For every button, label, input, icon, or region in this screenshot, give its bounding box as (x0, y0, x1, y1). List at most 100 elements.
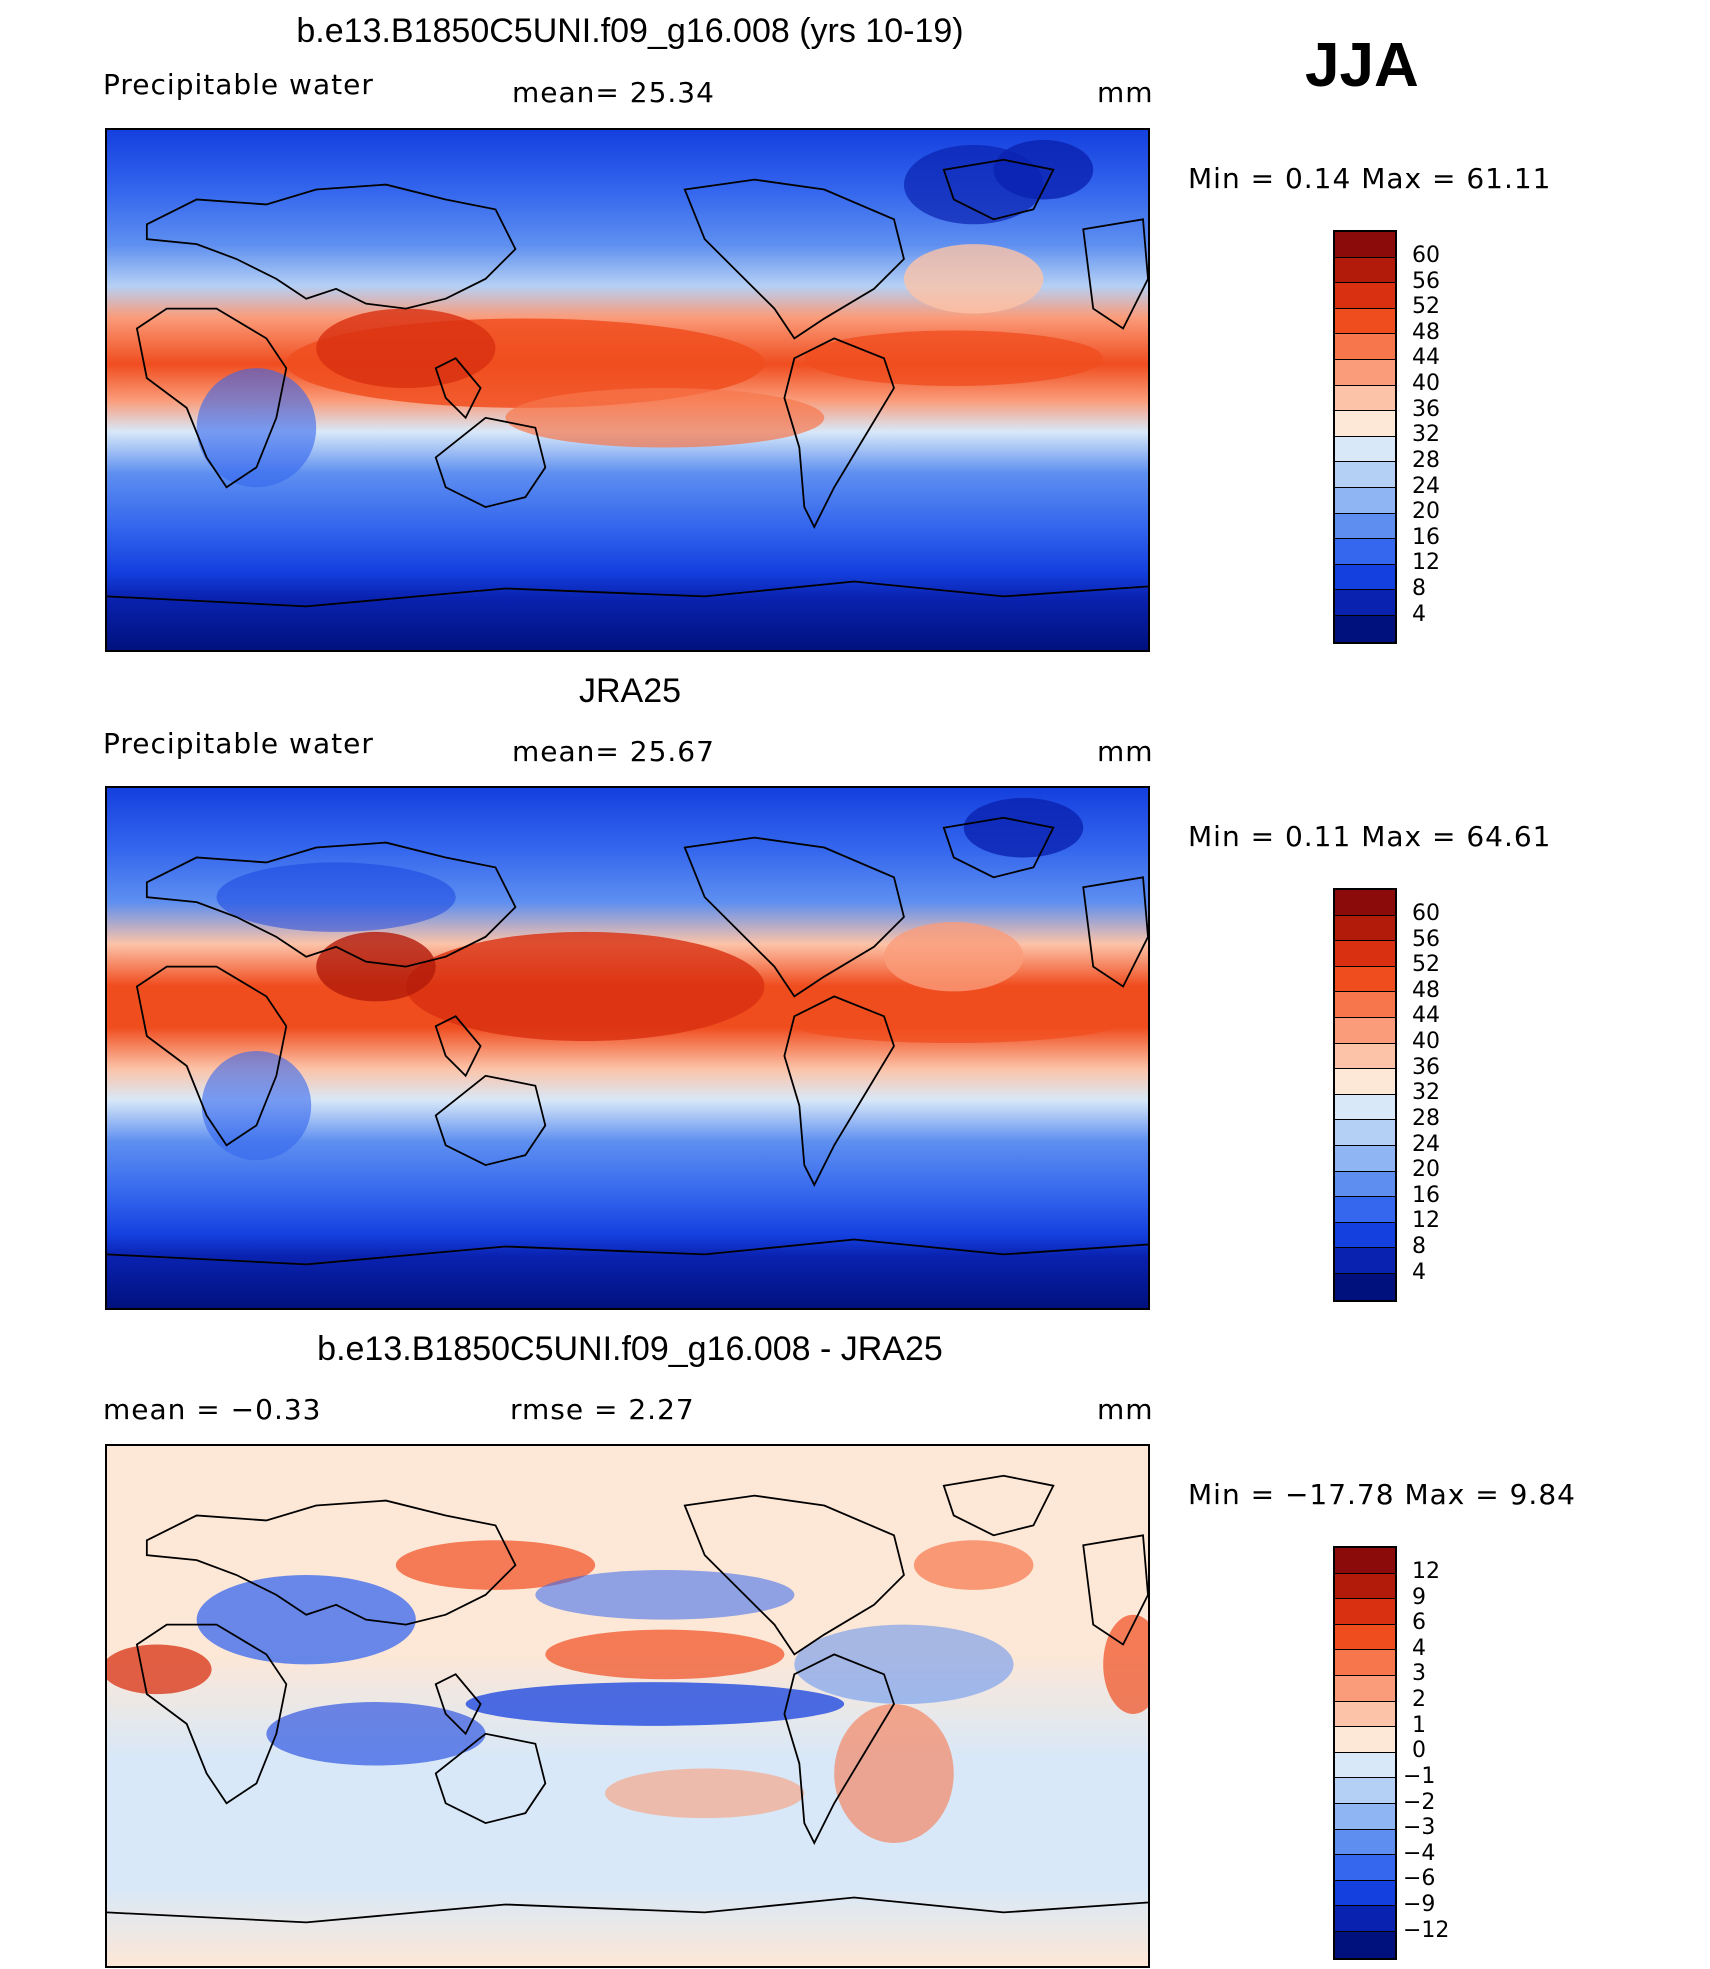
panel-2-colorbar-swatch (1335, 1171, 1395, 1198)
panel-1-colorbar-swatch (1335, 564, 1395, 591)
panel-2-colorbar-swatch (1335, 1120, 1395, 1146)
panel-1-colorbar-tick: 36 (1412, 397, 1440, 422)
panel-2-colorbar-tick: 8 (1412, 1234, 1426, 1259)
panel-1-colorbar-tick: 32 (1412, 422, 1440, 447)
panel-2-colorbar-swatch (1335, 1069, 1395, 1095)
panel-3-colorbar-tick: 4 (1412, 1636, 1426, 1661)
panel-2-colorbar-tick: 16 (1412, 1183, 1440, 1208)
panel-3-colorbar-tick: 6 (1412, 1610, 1426, 1635)
panel-3-colorbar (1333, 1546, 1397, 1960)
panel-1-colorbar-swatch (1335, 334, 1395, 360)
panel-2-colorbar-tick: 52 (1412, 952, 1440, 977)
panel-2-colorbar-swatch (1335, 1197, 1395, 1223)
panel-3-map-svg (107, 1446, 1148, 1966)
panel-1-mean-label: mean= 25.34 (512, 76, 715, 109)
panel-3-minmax: Min = −17.78 Max = 9.84 (1188, 1478, 1576, 1511)
panel-2-colorbar-tick: 40 (1412, 1029, 1440, 1054)
panel-3-colorbar-swatch (1335, 1548, 1395, 1574)
panel-3-colorbar-swatch (1335, 1701, 1395, 1728)
panel-3-units: mm (1097, 1393, 1154, 1426)
panel-2-colorbar-swatch (1335, 1248, 1395, 1274)
panel-1-colorbar-swatch (1335, 436, 1395, 463)
panel-1-colorbar-tick: 28 (1412, 448, 1440, 473)
panel-1-colorbar-swatch (1335, 385, 1395, 412)
panel-3-colorbar-swatch (1335, 1880, 1395, 1907)
panel-3-colorbar-swatch (1335, 1829, 1395, 1856)
panel-1-colorbar-tick: 56 (1412, 269, 1440, 294)
panel-3-colorbar-tick: 2 (1412, 1687, 1426, 1712)
panel-3-colorbar-swatch (1335, 1650, 1395, 1676)
panel-3-colorbar-swatch (1335, 1599, 1395, 1625)
season-label: JJA (1305, 31, 1419, 100)
panel-1-colorbar-swatch (1335, 257, 1395, 284)
panel-2-units: mm (1097, 735, 1154, 768)
panel-3-colorbar-tick: 0 (1412, 1738, 1426, 1763)
panel-3-colorbar-tick: −1 (1403, 1764, 1436, 1789)
panel-2-variable-label: Precipitable water (103, 727, 374, 760)
panel-3-colorbar-tick: −3 (1403, 1815, 1436, 1840)
panel-2-colorbar-tick: 24 (1412, 1132, 1440, 1157)
panel-3-colorbar-tick: 9 (1412, 1585, 1426, 1610)
panel-1-map (105, 128, 1150, 652)
panel-2-colorbar-tick: 44 (1412, 1003, 1440, 1028)
panel-3-colorbar-swatch (1335, 1624, 1395, 1651)
panel-3-colorbar-tick: −9 (1403, 1892, 1436, 1917)
panel-2-colorbar-tick: 12 (1412, 1208, 1440, 1233)
panel-3-colorbar-tick: 12 (1412, 1559, 1440, 1584)
panel-3-title: b.e13.B1850C5UNI.f09_g16.008 - JRA25 (317, 1330, 943, 1368)
panel-3-colorbar-tick: −12 (1403, 1918, 1450, 1943)
panel-1-colorbar-swatch (1335, 615, 1395, 642)
panel-1-colorbar-tick: 12 (1412, 550, 1440, 575)
panel-2-colorbar-tick: 20 (1412, 1157, 1440, 1182)
panel-2-title: JRA25 (578, 672, 682, 710)
panel-2-colorbar-swatch (1335, 941, 1395, 967)
panel-2-colorbar-swatch (1335, 1017, 1395, 1044)
panel-1-colorbar-tick: 44 (1412, 345, 1440, 370)
panel-2-colorbar-tick: 32 (1412, 1080, 1440, 1105)
panel-3-colorbar-tick: −2 (1403, 1790, 1436, 1815)
panel-3-colorbar-tick: −6 (1403, 1866, 1436, 1891)
panel-3-colorbar-tick: 3 (1412, 1661, 1426, 1686)
panel-1-colorbar-swatch (1335, 411, 1395, 437)
panel-3-colorbar-tick: 1 (1412, 1713, 1426, 1738)
panel-3-rmse-label: rmse = 2.27 (510, 1393, 695, 1426)
panel-2-colorbar-tick: 28 (1412, 1106, 1440, 1131)
panel-2-colorbar-tick: 48 (1412, 978, 1440, 1003)
panel-1-colorbar-tick: 52 (1412, 294, 1440, 319)
panel-1-map-svg (107, 130, 1148, 650)
panel-3-map (105, 1444, 1150, 1968)
panel-1-colorbar-tick: 60 (1412, 243, 1440, 268)
panel-3-colorbar-swatch (1335, 1803, 1395, 1830)
panel-1-variable-label: Precipitable water (103, 68, 374, 101)
panel-3-colorbar-swatch (1335, 1573, 1395, 1600)
panel-2-colorbar-swatch (1335, 966, 1395, 993)
panel-1-colorbar-tick: 24 (1412, 474, 1440, 499)
panel-1-colorbar-tick: 20 (1412, 499, 1440, 524)
panel-3-colorbar-swatch (1335, 1752, 1395, 1779)
panel-2-colorbar-tick: 56 (1412, 927, 1440, 952)
panel-1-colorbar-tick: 40 (1412, 371, 1440, 396)
panel-1-colorbar (1333, 230, 1397, 644)
panel-2-colorbar-tick: 60 (1412, 901, 1440, 926)
panel-2-map-svg (107, 788, 1148, 1308)
panel-2-colorbar-swatch (1335, 1273, 1395, 1300)
panel-1-colorbar-tick: 4 (1412, 602, 1426, 627)
panel-2-map (105, 786, 1150, 1310)
panel-3-colorbar-swatch (1335, 1778, 1395, 1804)
panel-2-colorbar-tick: 36 (1412, 1055, 1440, 1080)
panel-2-colorbar-tick: 4 (1412, 1260, 1426, 1285)
panel-2-colorbar-swatch (1335, 1145, 1395, 1172)
panel-2-colorbar-swatch (1335, 1094, 1395, 1121)
panel-1-colorbar-swatch (1335, 487, 1395, 514)
panel-1-units: mm (1097, 76, 1154, 109)
panel-1-colorbar-swatch (1335, 308, 1395, 335)
panel-2-colorbar (1333, 888, 1397, 1302)
panel-1-colorbar-tick: 48 (1412, 320, 1440, 345)
panel-2-colorbar-swatch (1335, 890, 1395, 916)
panel-1-colorbar-swatch (1335, 539, 1395, 565)
panel-2-colorbar-swatch (1335, 1222, 1395, 1249)
panel-3-colorbar-swatch (1335, 1727, 1395, 1753)
panel-2-colorbar-swatch (1335, 1043, 1395, 1070)
panel-1-minmax: Min = 0.14 Max = 61.11 (1188, 162, 1552, 195)
panel-1-colorbar-tick: 8 (1412, 576, 1426, 601)
